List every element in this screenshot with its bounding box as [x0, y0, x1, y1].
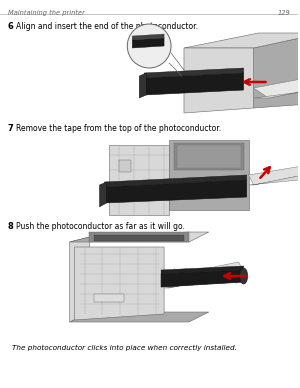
Polygon shape: [161, 266, 244, 274]
Text: Maintaining the printer: Maintaining the printer: [8, 10, 85, 16]
Polygon shape: [254, 33, 300, 108]
Polygon shape: [94, 235, 184, 241]
Polygon shape: [75, 247, 164, 320]
Text: 8: 8: [8, 222, 14, 231]
Polygon shape: [169, 232, 209, 242]
Polygon shape: [177, 145, 241, 168]
Polygon shape: [70, 312, 209, 322]
Polygon shape: [169, 140, 249, 210]
Polygon shape: [70, 237, 89, 322]
Polygon shape: [249, 173, 300, 185]
Polygon shape: [164, 272, 244, 288]
Polygon shape: [161, 270, 244, 287]
Polygon shape: [184, 48, 254, 113]
Bar: [94, 294, 124, 302]
Polygon shape: [184, 33, 300, 48]
Polygon shape: [249, 165, 300, 185]
Text: The photoconductor clicks into place when correctly installed.: The photoconductor clicks into place whe…: [12, 345, 237, 351]
Polygon shape: [99, 182, 106, 207]
Ellipse shape: [240, 268, 248, 284]
Polygon shape: [104, 175, 247, 187]
Polygon shape: [132, 38, 164, 48]
Text: Align and insert the end of the photoconductor.: Align and insert the end of the photocon…: [16, 22, 198, 31]
Text: Remove the tape from the top of the photoconductor.: Remove the tape from the top of the phot…: [16, 124, 221, 133]
Polygon shape: [164, 262, 244, 288]
Polygon shape: [104, 180, 247, 203]
Polygon shape: [254, 73, 300, 98]
Circle shape: [127, 24, 171, 68]
Bar: [119, 160, 131, 172]
Polygon shape: [110, 145, 169, 215]
Polygon shape: [139, 73, 146, 98]
Polygon shape: [132, 34, 164, 40]
Polygon shape: [254, 83, 300, 98]
Text: 129: 129: [278, 10, 290, 16]
Text: 7: 7: [8, 124, 14, 133]
Polygon shape: [144, 73, 244, 95]
Polygon shape: [89, 232, 189, 242]
Polygon shape: [144, 68, 244, 78]
Polygon shape: [70, 232, 189, 242]
Text: Push the photoconductor as far as it will go.: Push the photoconductor as far as it wil…: [16, 222, 185, 231]
Text: 6: 6: [8, 22, 14, 31]
Polygon shape: [174, 143, 244, 170]
